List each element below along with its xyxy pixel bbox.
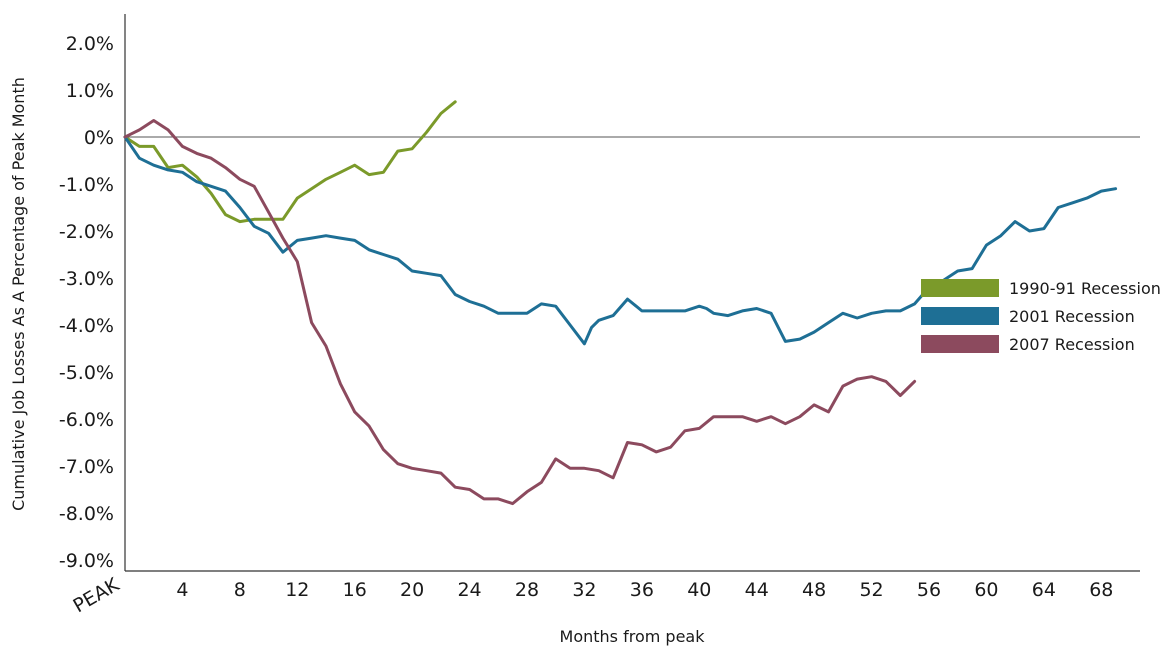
x-tick-label: 28 bbox=[515, 579, 539, 601]
x-tick-label: 32 bbox=[572, 579, 596, 601]
axes bbox=[124, 14, 1140, 572]
y-tick-label: 0% bbox=[84, 127, 114, 149]
x-tick-label: 52 bbox=[859, 579, 883, 601]
y-tick-label: -8.0% bbox=[59, 503, 114, 525]
y-tick-label: 1.0% bbox=[66, 80, 114, 102]
x-tick-label: 12 bbox=[285, 579, 309, 601]
y-tick-label: -3.0% bbox=[59, 268, 114, 290]
x-tick-label: 40 bbox=[687, 579, 711, 601]
legend-label-2007-recession: 2007 Recession bbox=[1009, 335, 1135, 354]
x-axis-title: Months from peak bbox=[560, 627, 706, 646]
x-tick-label: 68 bbox=[1089, 579, 1113, 601]
y-tick-label: -9.0% bbox=[59, 550, 114, 572]
legend: 1990-91 Recession 2001 Recession 2007 Rece… bbox=[921, 279, 1161, 354]
y-tick-label: -4.0% bbox=[59, 315, 114, 337]
legend-swatch-1990-91-recession bbox=[921, 279, 999, 297]
x-tick-label: 20 bbox=[400, 579, 424, 601]
x-tick-label: 60 bbox=[974, 579, 998, 601]
series-lines bbox=[123, 100, 1118, 506]
x-tick-label: 56 bbox=[917, 579, 941, 601]
x-tick-label: 8 bbox=[234, 579, 246, 601]
y-axis-title: Cumulative Job Losses As A Percentage of… bbox=[9, 77, 28, 511]
series-line-2007-recession bbox=[123, 119, 917, 506]
y-tick-label: -1.0% bbox=[59, 174, 114, 196]
x-tick-label: 48 bbox=[802, 579, 826, 601]
y-tick-label: -7.0% bbox=[59, 456, 114, 478]
legend-swatch-2007-recession bbox=[921, 335, 999, 353]
x-tick-label: 44 bbox=[745, 579, 769, 601]
series-line-2001-recession bbox=[123, 135, 1118, 346]
y-tick-label: -2.0% bbox=[59, 221, 114, 243]
x-tick-label: 36 bbox=[630, 579, 654, 601]
x-tick-label: 64 bbox=[1032, 579, 1056, 601]
y-tick-label: -5.0% bbox=[59, 362, 114, 384]
y-tick-label: 2.0% bbox=[66, 33, 114, 55]
x-tick-label: 16 bbox=[343, 579, 367, 601]
y-tick-label: -6.0% bbox=[59, 409, 114, 431]
legend-label-2001-recession: 2001 Recession bbox=[1009, 307, 1135, 326]
x-tick-label: 24 bbox=[457, 579, 481, 601]
y-tick-labels: 2.0% 1.0% 0% -1.0% -2.0% -3.0% -4.0% -5.0% -6.0%… bbox=[59, 33, 114, 572]
series-line-1990-91-recession bbox=[123, 100, 457, 224]
x-tick-labels: 4 8 12 16 20 24 28 32 36 40 44 48 52 56 60 64 68 bbox=[176, 579, 1113, 601]
legend-swatch-2001-recession bbox=[921, 307, 999, 325]
x-origin-label: PEAK bbox=[70, 574, 124, 618]
legend-label-1990-91-recession: 1990-91 Recession bbox=[1009, 279, 1161, 298]
x-tick-label: 4 bbox=[176, 579, 188, 601]
